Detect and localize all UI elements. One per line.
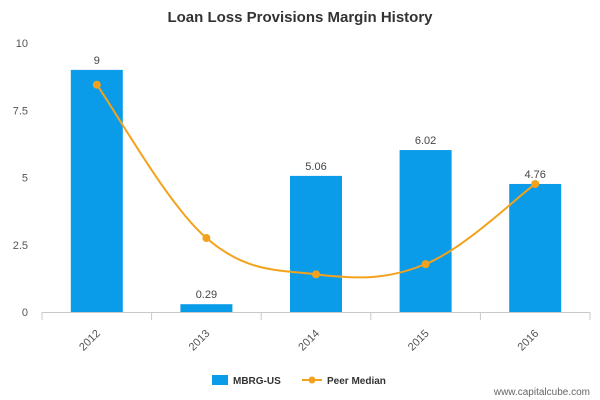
watermark: www.capitalcube.com bbox=[493, 387, 590, 398]
peer-median-line bbox=[95, 84, 536, 279]
y-tick-label: 5 bbox=[22, 173, 28, 185]
bar bbox=[509, 183, 562, 312]
chart-title: Loan Loss Provisions Margin History bbox=[167, 9, 433, 26]
x-tick-label: 2013 bbox=[187, 328, 213, 354]
peer-median-point bbox=[531, 179, 540, 188]
y-tick-label: 0 bbox=[22, 307, 28, 319]
bar bbox=[290, 175, 342, 312]
bar-data-label: 4.76 bbox=[524, 169, 545, 181]
peer-median-points bbox=[92, 80, 540, 279]
x-tick-label: 2015 bbox=[406, 328, 432, 354]
bar-data-label: 0.29 bbox=[196, 289, 217, 301]
legend-swatch-mbrg bbox=[212, 375, 228, 385]
x-tick-label: 2014 bbox=[296, 328, 322, 354]
bar-series bbox=[70, 69, 562, 313]
peer-median-point bbox=[202, 234, 211, 243]
legend: MBRG-US Peer Median bbox=[212, 375, 386, 387]
bar-data-labels: 9 0.29 5.06 6.02 4.76 bbox=[94, 55, 546, 301]
peer-median-point bbox=[312, 270, 320, 279]
legend-label-mbrg: MBRG-US bbox=[233, 376, 281, 387]
legend-swatch-peer-dot bbox=[308, 376, 316, 384]
legend-label-peer: Peer Median bbox=[327, 376, 386, 387]
bar-data-label: 6.02 bbox=[415, 135, 436, 147]
y-tick-label: 2.5 bbox=[13, 240, 28, 252]
peer-median-point bbox=[92, 80, 101, 89]
x-tick-label: 2012 bbox=[77, 328, 103, 354]
y-tick-label: 7.5 bbox=[13, 105, 28, 117]
x-tick-label: 2016 bbox=[516, 328, 542, 354]
bar bbox=[399, 150, 452, 312]
x-axis: 2012 2013 2014 2015 2016 bbox=[41, 312, 591, 354]
bar-data-label: 5.06 bbox=[305, 161, 326, 173]
peer-median-point bbox=[421, 260, 430, 269]
y-tick-label: 10 bbox=[16, 38, 28, 50]
bar-data-label: 9 bbox=[94, 55, 100, 67]
bar bbox=[70, 69, 123, 313]
bar bbox=[180, 304, 233, 312]
y-axis: 0 2.5 5 7.5 10 bbox=[13, 38, 28, 319]
